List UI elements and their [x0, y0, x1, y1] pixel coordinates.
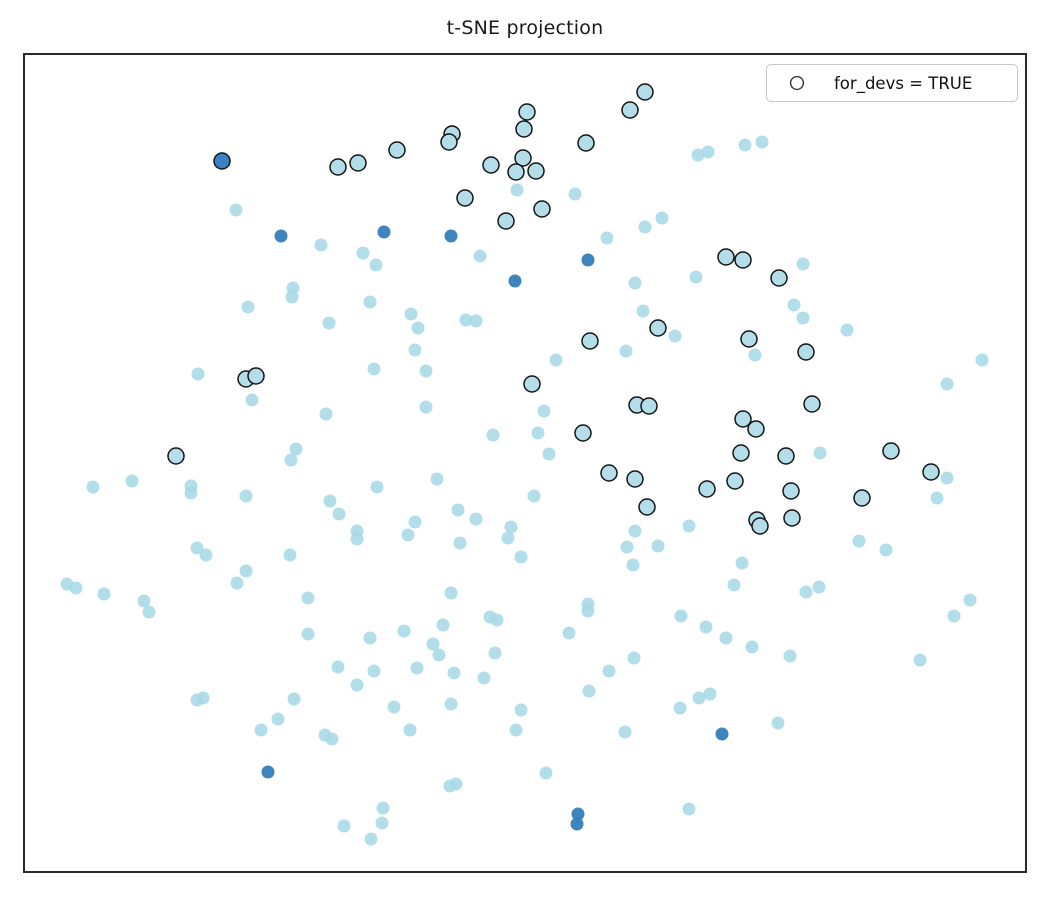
chart-title: t-SNE projection: [446, 17, 604, 39]
legend-label: for_devs = TRUE: [834, 73, 973, 93]
plot-frame: [23, 53, 1027, 873]
open-circle-icon: [789, 75, 805, 91]
legend: for_devs = TRUE: [766, 64, 1018, 102]
